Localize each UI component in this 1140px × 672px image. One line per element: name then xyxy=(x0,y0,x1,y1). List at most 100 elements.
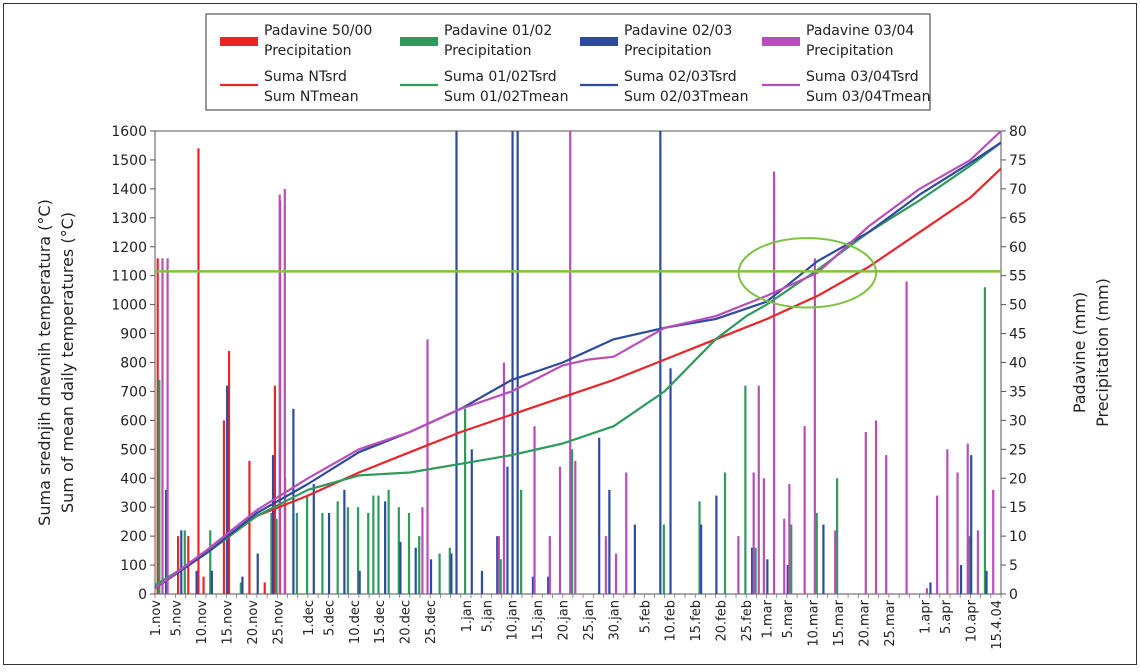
y-right-tick-label: 35 xyxy=(1009,384,1027,400)
y-left-tick-label: 300 xyxy=(120,500,147,516)
precip-bar xyxy=(450,553,453,594)
legend-line-sublabel: Sum 02/03Tmean xyxy=(624,89,748,105)
precip-bar xyxy=(905,281,908,594)
x-tick-label: 5.jan xyxy=(480,600,495,632)
precip-bar xyxy=(197,148,200,595)
precip-bar xyxy=(569,131,572,594)
y-left-tick-label: 700 xyxy=(120,384,147,400)
precip-bar xyxy=(715,495,718,594)
y-left-tick-label: 100 xyxy=(120,558,147,574)
precip-bar xyxy=(506,466,509,594)
annotation-group xyxy=(155,237,1001,309)
precip-bar xyxy=(429,559,433,594)
precip-bar xyxy=(885,455,888,594)
y-right-tick-label: 40 xyxy=(1009,356,1027,372)
precip-bar xyxy=(161,258,164,594)
legend-line-label: Suma NTsrd xyxy=(264,69,347,85)
y-left-tick-label: 600 xyxy=(120,413,147,429)
y-left-tick-label: 400 xyxy=(120,471,147,487)
y-left-tick-label: 1400 xyxy=(111,182,147,198)
precip-bar xyxy=(772,171,776,594)
precip-bar xyxy=(598,437,601,594)
precip-bar xyxy=(455,131,458,594)
x-tick-label: 10.nov xyxy=(195,600,210,645)
y-left-tick-label: 1200 xyxy=(111,240,147,256)
precip-bar xyxy=(414,547,417,594)
precip-bar xyxy=(407,512,411,594)
precip-bar xyxy=(283,188,286,594)
y-right-tick-label: 60 xyxy=(1009,240,1027,256)
precip-bar xyxy=(176,536,180,594)
y-left-axis-subtitle: Sum of mean daily temperatures (°C) xyxy=(58,212,77,513)
precip-bar xyxy=(834,530,837,594)
legend-bar-swatch xyxy=(220,37,258,46)
precip-bar xyxy=(241,576,244,594)
x-tick-label: 15.dec xyxy=(373,600,388,644)
legend-line-label: Suma 01/02Tsrd xyxy=(444,69,557,85)
y-right-tick-label: 0 xyxy=(1009,587,1018,603)
precip-bar xyxy=(346,507,349,594)
precip-bar xyxy=(762,478,765,594)
precip-bar xyxy=(659,131,662,594)
temperature-sum-line xyxy=(154,141,1002,590)
x-tick-label: 10.apr xyxy=(964,599,979,642)
precip-bar xyxy=(754,547,757,594)
precip-bar xyxy=(421,507,424,594)
y-left-tick-label: 1000 xyxy=(111,298,147,314)
precip-bar xyxy=(367,512,370,594)
precip-bar xyxy=(305,495,309,594)
x-tick-label: 1.nov xyxy=(149,600,164,637)
legend-bar-sublabel: Precipitation xyxy=(624,43,712,59)
legend-bar-swatch xyxy=(400,37,438,46)
precip-bar xyxy=(336,501,339,594)
y-left-tick-label: 1100 xyxy=(111,269,147,285)
precip-bar xyxy=(377,495,380,594)
precip-bar xyxy=(497,536,500,594)
legend-bar-sublabel: Precipitation xyxy=(264,43,352,59)
precip-bar xyxy=(992,489,995,594)
precip-bar xyxy=(273,385,277,594)
precip-bar xyxy=(448,547,451,594)
precip-bar xyxy=(604,536,607,594)
precip-bar xyxy=(399,541,402,594)
legend-box xyxy=(205,13,931,111)
x-tick-label: 25.jan xyxy=(582,600,597,641)
temperature-sum-line xyxy=(154,130,1002,590)
y-left-tick-label: 1600 xyxy=(111,124,147,140)
precip-bar xyxy=(520,489,523,594)
y-left-tick-label: 1300 xyxy=(111,211,147,227)
x-tick-label: 5.nov xyxy=(169,600,184,637)
legend-bar-swatch xyxy=(762,37,800,46)
precip-bar xyxy=(511,131,514,594)
y-left-tick-label: 1500 xyxy=(111,153,147,169)
precip-bar xyxy=(463,408,467,594)
precip-bar xyxy=(516,131,519,594)
y-left-tick-label: 0 xyxy=(138,587,147,603)
precip-bar xyxy=(227,350,231,594)
precip-bar xyxy=(929,582,932,594)
legend-bar-label: Padavine 01/02 xyxy=(444,23,552,39)
x-tick-label: 25.dec xyxy=(424,600,439,644)
y-right-tick-label: 70 xyxy=(1009,182,1027,198)
precip-bar xyxy=(496,536,499,594)
precip-bar xyxy=(836,478,839,594)
precip-bar xyxy=(210,570,213,594)
precip-bar xyxy=(295,512,298,594)
legend-line-sublabel: Sum NTmean xyxy=(264,89,359,105)
precip-bar xyxy=(976,530,980,594)
precip-bar xyxy=(426,339,429,594)
outer-border xyxy=(3,3,1137,665)
x-tick-label: 5.dec xyxy=(322,600,337,636)
precip-bar xyxy=(248,460,251,594)
x-tick-label: 25.nov xyxy=(271,600,286,645)
precip-bar xyxy=(790,524,793,594)
precip-bar xyxy=(256,553,259,594)
y-right-tick-label: 15 xyxy=(1009,500,1027,516)
precip-bar xyxy=(956,472,959,594)
precip-bar xyxy=(983,287,987,594)
x-tick-label: 25.mar xyxy=(883,599,898,646)
x-tick-label: 20.dec xyxy=(399,600,414,644)
legend-bar-label: Padavine 02/03 xyxy=(624,23,732,39)
